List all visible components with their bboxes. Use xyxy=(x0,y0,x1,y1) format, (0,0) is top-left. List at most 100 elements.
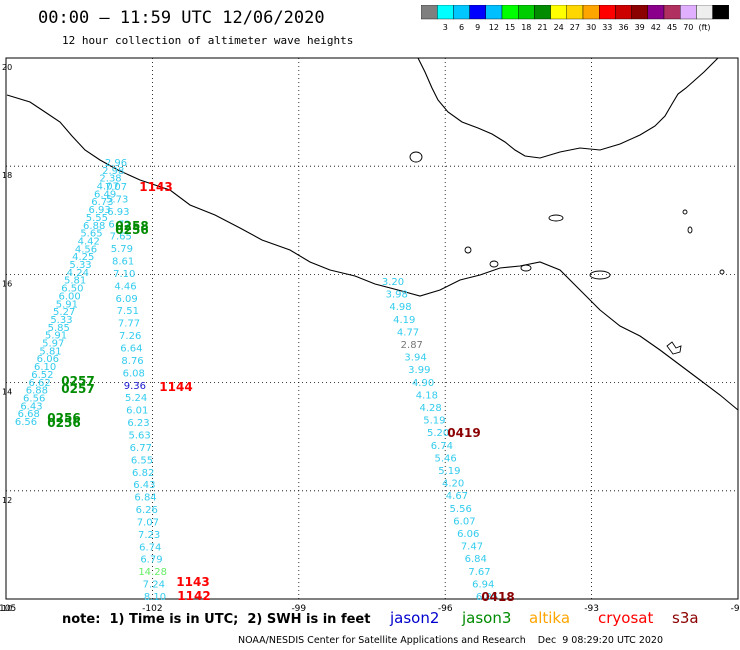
wave-height-value-left: 6.88 xyxy=(26,386,48,397)
wave-height-value-right: 5.46 xyxy=(435,453,457,464)
wave-height-value-middle: 6.09 xyxy=(116,294,138,305)
wave-height-value-left: 5.81 xyxy=(64,276,86,287)
wave-height-value-left: 6.56 xyxy=(15,417,37,428)
wave-height-value-left: 4.25 xyxy=(72,252,94,263)
colorbar-label: 42 xyxy=(651,23,661,32)
longitude-label: -99 xyxy=(291,604,306,614)
wave-height-value-right: 4.20 xyxy=(442,479,464,490)
wave-height-value-right: 6.74 xyxy=(431,441,453,452)
wave-height-value-right: 7.67 xyxy=(468,567,490,578)
colorbar-label: 9 xyxy=(475,23,480,32)
wave-height-value-right: 3.94 xyxy=(404,353,426,364)
colorbar-label: 24 xyxy=(554,23,564,32)
colorbar-label: 30 xyxy=(586,23,596,32)
colorbar-label: 18 xyxy=(521,23,531,32)
gulf-coastline xyxy=(417,57,719,159)
wave-height-value-middle: 6.77 xyxy=(130,443,152,454)
wave-height-value-left: 5.81 xyxy=(39,346,61,357)
wave-height-value-middle: 7.07 xyxy=(105,182,127,193)
wave-height-value-middle: 7.26 xyxy=(119,331,141,342)
wave-height-value-middle: 7.24 xyxy=(143,580,165,591)
wave-height-value-middle: 6.82 xyxy=(132,468,154,479)
wave-height-value-left: 6.52 xyxy=(31,370,53,381)
island-outline xyxy=(489,260,499,268)
longitude-label: -93 xyxy=(584,604,599,614)
island-outline xyxy=(719,269,725,275)
wave-height-value-middle: 5.79 xyxy=(111,244,133,255)
wave-height-value-left: 6.06 xyxy=(37,354,59,365)
latitude-label: 16 xyxy=(2,279,12,288)
wave-height-value-right: 6.84 xyxy=(465,554,487,565)
latitude-label: 20 xyxy=(2,63,12,72)
pass-time-label: 1142 xyxy=(177,589,210,603)
wave-height-value-left: 5.85 xyxy=(48,323,70,334)
wave-height-value-left: 6.43 xyxy=(20,401,42,412)
wave-height-value-middle: 8.61 xyxy=(112,257,134,268)
wave-height-value-left: 5.27 xyxy=(53,307,75,318)
wave-height-value-middle: 7.51 xyxy=(117,306,139,317)
island-outline xyxy=(548,214,564,222)
wave-height-value-middle: 5.73 xyxy=(106,194,128,205)
wave-height-value-middle: 6.93 xyxy=(107,207,129,218)
wave-height-value-left: 5.33 xyxy=(50,315,72,326)
map-frame xyxy=(5,57,739,600)
longitude-label: -96 xyxy=(438,604,453,614)
island-outline xyxy=(682,209,688,215)
wave-height-value-middle: 8.10 xyxy=(144,592,166,603)
colorbar-label: 6 xyxy=(459,23,464,32)
island-outline xyxy=(409,151,423,163)
wave-height-value-right: 4.18 xyxy=(416,390,438,401)
wave-height-value-middle: 6.79 xyxy=(140,555,162,566)
wave-height-value-right: 4.77 xyxy=(397,327,419,338)
wave-height-value-left: 6.49 xyxy=(94,189,116,200)
colorbar-label: 3 xyxy=(443,23,448,32)
legend-altika: altika xyxy=(529,609,571,627)
pass-time-label: 0256 xyxy=(115,223,148,237)
wave-height-value-left: 6.56 xyxy=(23,393,45,404)
wave-height-value-left: 5.91 xyxy=(56,299,78,310)
wave-height-value-left: 5.91 xyxy=(45,331,67,342)
wave-height-value-middle: 6.23 xyxy=(127,418,149,429)
colorbar-label: 45 xyxy=(667,23,677,32)
pacific-coastline xyxy=(6,94,739,411)
wave-height-value-left: 2.38 xyxy=(99,174,121,185)
wave-height-value-right: 2.87 xyxy=(401,340,423,351)
longitude-label: -102 xyxy=(142,604,162,614)
latitude-label: 10 xyxy=(2,604,12,613)
wave-height-value-middle: 7.77 xyxy=(118,319,140,330)
colorbar-label: 12 xyxy=(489,23,499,32)
wave-height-value-middle: 7.07 xyxy=(137,517,159,528)
units-note: note: 1) Time is in UTC; 2) SWH is in fe… xyxy=(62,612,371,627)
wave-height-value-left: 5.33 xyxy=(69,260,91,271)
wave-height-value-left: 6.62 xyxy=(29,378,51,389)
colorbar-label: 21 xyxy=(537,23,547,32)
wave-height-value-right: 3.20 xyxy=(382,277,404,288)
wave-height-value-right: 5.19 xyxy=(423,416,445,427)
wave-height-value-right: 7.47 xyxy=(461,542,483,553)
wave-height-value-left: 6.00 xyxy=(59,291,81,302)
latitude-label: 12 xyxy=(2,496,12,505)
pass-time-label: 0256 xyxy=(47,416,80,430)
wave-height-value-left: 6.73 xyxy=(91,197,113,208)
wave-height-value-left: 4.07 xyxy=(97,182,119,193)
colorbar-label: 36 xyxy=(618,23,628,32)
wave-height-value-right: 4.98 xyxy=(389,302,411,313)
wave-height-value-middle: 6.84 xyxy=(134,493,156,504)
wave-height-value-right: 4.67 xyxy=(446,491,468,502)
wave-height-value-right: 5.19 xyxy=(438,466,460,477)
colorbar-label: 39 xyxy=(635,23,645,32)
wave-height-value-right: 3.99 xyxy=(408,365,430,376)
island-outline xyxy=(687,226,693,234)
pass-time-label: 0258 xyxy=(115,219,148,233)
island-outline xyxy=(520,264,532,272)
wave-height-value-middle: 7.10 xyxy=(113,269,135,280)
footer-credit: NOAA/NESDIS Center for Satellite Applica… xyxy=(238,635,663,646)
wave-height-value-middle: 7.65 xyxy=(110,232,132,243)
wave-height-value-right: 4.19 xyxy=(393,315,415,326)
pass-time-label: 0257 xyxy=(61,374,94,388)
longitude-label: -105 xyxy=(0,604,16,614)
pass-time-label: 0418 xyxy=(481,590,514,604)
wave-height-value-middle: 6.72 xyxy=(108,219,130,230)
wave-height-value-middle: 9.36 xyxy=(124,381,146,392)
